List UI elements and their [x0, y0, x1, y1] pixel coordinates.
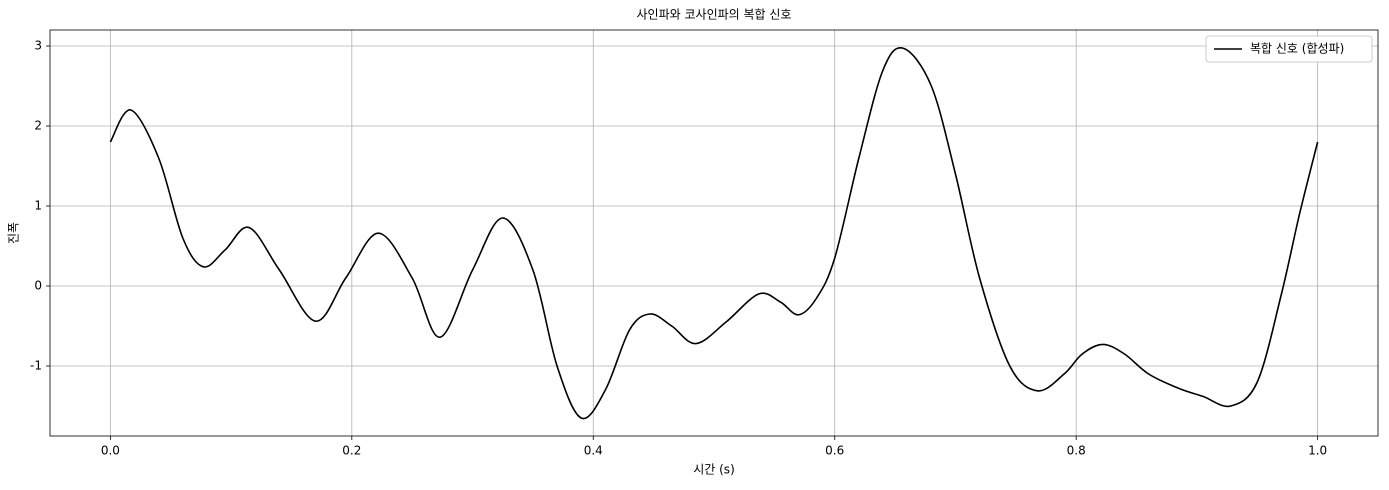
- series-line: [109, 47, 1319, 420]
- plot-frame: [49, 29, 1379, 437]
- y-tick-label: 1: [34, 199, 42, 213]
- x-tick-label: 0.4: [584, 444, 603, 458]
- x-axis-label: 시간 (s): [693, 463, 735, 477]
- y-axis-label: 진폭: [7, 222, 21, 244]
- x-tick-label: 1.0: [1308, 444, 1327, 458]
- y-tick-label: 2: [34, 119, 42, 133]
- legend-box: [1205, 35, 1373, 63]
- x-tick-label: 0.8: [1067, 444, 1086, 458]
- legend-label: 복합 신호 (합성파): [1250, 42, 1344, 56]
- x-tick-label: 0.6: [825, 444, 844, 458]
- chart-title: 사인파와 코사인파의 복합 신호: [637, 8, 792, 22]
- y-tick-label: -1: [30, 359, 42, 373]
- x-tick-label: 0.0: [101, 444, 120, 458]
- x-tick-label: 0.2: [342, 444, 361, 458]
- y-tick-label: 3: [34, 39, 42, 53]
- y-tick-label: 0: [34, 279, 42, 293]
